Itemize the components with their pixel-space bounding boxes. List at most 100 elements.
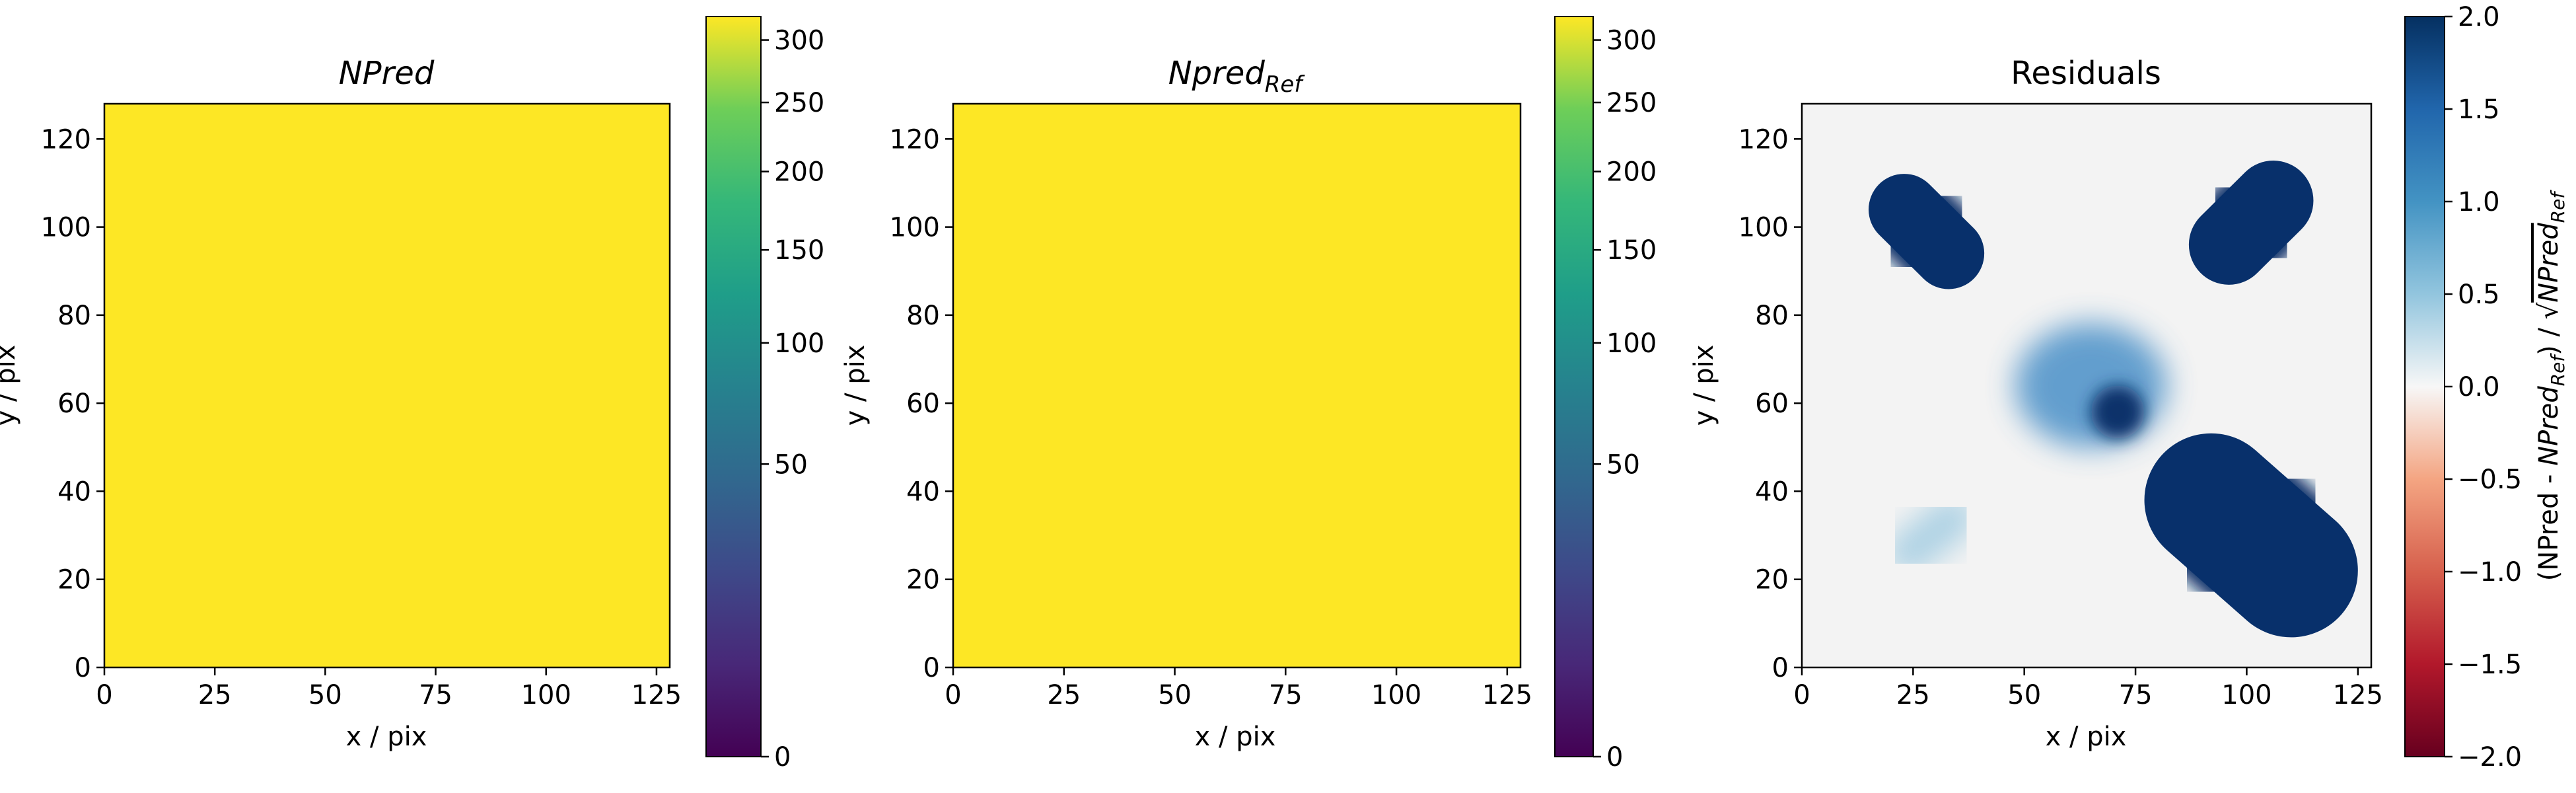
x-tick-label: 100 — [1371, 680, 1421, 710]
y-tick-label: 80 — [1755, 301, 1789, 331]
x-tick-label: 100 — [521, 680, 571, 710]
npred-ref-ylabel: y / pix — [840, 345, 871, 426]
npred-ref-colorbar-ticks: 0 50 100 150 200 250 300 — [1593, 26, 1657, 773]
colorbar-tick-label: −1.5 — [2458, 650, 2522, 680]
y-tick-label: 120 — [41, 124, 91, 155]
colorbar-tick-label: −1.0 — [2458, 557, 2522, 587]
colorbar-tick-label: 150 — [1606, 235, 1657, 266]
colorbar-tick-label: −0.5 — [2458, 465, 2522, 495]
residual-blob-5 — [1886, 495, 1976, 576]
colorbar-tick-label: 2.0 — [2458, 2, 2500, 32]
panel-npred-ref: NpredRef 0 25 50 75 100 125 0 20 40 60 80 100 120 x… — [840, 16, 1657, 773]
x-tick-label: 0 — [945, 680, 961, 710]
colorbar-tick-label: 50 — [774, 449, 808, 480]
residuals-colorbar-label: (NPred - NPredRef) / √NPredRef — [2534, 190, 2569, 582]
npred-ref-title-main: Npred — [1168, 55, 1266, 92]
x-tick-label: 25 — [1896, 680, 1930, 710]
npred-colorbar — [705, 16, 762, 757]
y-tick-label: 40 — [1755, 476, 1789, 507]
x-tick-label: 0 — [1793, 680, 1810, 710]
npred-ref-xlabel: x / pix — [1195, 722, 1276, 752]
residual-blob-core-2 — [2144, 433, 2358, 638]
y-tick-label: 20 — [906, 565, 940, 595]
colorbar-tick-label: 150 — [774, 235, 824, 266]
colorbar-tick-label: 200 — [1606, 157, 1657, 188]
x-tick-label: 50 — [1158, 680, 1192, 710]
y-tick-label: 80 — [57, 301, 91, 331]
npred-ref-heatmap — [953, 104, 1521, 667]
x-tick-label: 50 — [308, 680, 342, 710]
residuals-features — [1859, 151, 2367, 646]
residual-blob-core-0 — [1869, 174, 1985, 289]
colorbar-tick-label: 0.0 — [2458, 372, 2500, 402]
x-tick-label: 75 — [419, 680, 452, 710]
colorbar-tick-label: 1.0 — [2458, 187, 2500, 217]
colorbar-tick-label: 100 — [1606, 328, 1657, 359]
colorbar-tick-label: 50 — [1606, 449, 1640, 480]
npred-ref-plot-frame — [952, 102, 1522, 669]
colorbar-tick-label: 0 — [774, 742, 791, 773]
y-tick-label: 60 — [57, 389, 91, 419]
colorbar-tick-label: −2.0 — [2458, 742, 2522, 773]
x-tick-label: 125 — [1482, 680, 1532, 710]
y-tick-label: 100 — [1738, 213, 1789, 243]
npred-x-axis: 0 25 50 75 100 125 — [96, 667, 682, 710]
y-tick-label: 0 — [75, 653, 91, 683]
x-tick-label: 0 — [96, 680, 112, 710]
npred-ref-y-axis: 0 20 40 60 80 100 120 — [890, 124, 953, 683]
npred-y-axis: 0 20 40 60 80 100 120 — [41, 124, 104, 683]
residuals-xlabel: x / pix — [2046, 722, 2127, 752]
x-tick-label: 75 — [2119, 680, 2153, 710]
panel-residuals: Residuals 0 25 50 75 100 125 020406080100120 … — [1689, 2, 2569, 773]
x-tick-label: 50 — [2007, 680, 2041, 710]
y-tick-label: 120 — [890, 124, 940, 155]
y-tick-label: 60 — [1755, 389, 1789, 419]
colorbar-tick-label: 300 — [1606, 26, 1657, 56]
y-tick-label: 100 — [890, 213, 940, 243]
residual-blob-core-1 — [2188, 160, 2314, 285]
cb-label-part-2: NPred — [2534, 386, 2564, 466]
npred-plot-frame — [103, 102, 671, 669]
residuals-colorbar — [2404, 16, 2445, 757]
cb-label-part-6: Ref — [2547, 190, 2569, 223]
cb-label-part-1: (NPred - — [2534, 466, 2564, 581]
y-tick-label: 0 — [923, 653, 940, 683]
panel-npred-title: NPred — [339, 55, 435, 92]
y-tick-label: 40 — [57, 476, 91, 507]
colorbar-tick-label: 200 — [774, 157, 824, 188]
colorbar-tick-label: 100 — [774, 328, 824, 359]
x-tick-label: 25 — [1047, 680, 1081, 710]
colorbar-tick-label: 250 — [774, 88, 824, 118]
y-tick-label: 60 — [906, 389, 940, 419]
npred-ylabel: y / pix — [0, 345, 21, 426]
cb-label-part-3: Ref — [2547, 353, 2569, 387]
x-tick-label: 100 — [2221, 680, 2272, 710]
residuals-ylabel: y / pix — [1689, 345, 1719, 426]
x-tick-label: 75 — [1269, 680, 1303, 710]
npred-ref-x-axis: 0 25 50 75 100 125 — [945, 667, 1532, 710]
panel-residuals-title: Residuals — [2011, 55, 2161, 92]
panel-npred-ref-title: NpredRef — [1168, 55, 1306, 98]
residuals-plot-frame — [1801, 102, 2373, 669]
y-tick-label: 20 — [57, 565, 91, 595]
y-tick-label: 0 — [1772, 653, 1789, 683]
x-tick-label: 125 — [631, 680, 682, 710]
residuals-y-axis: 0 20 40 60 80 100 120 — [1738, 124, 1802, 683]
npred-ref-colorbar — [1554, 16, 1594, 757]
y-tick-label: 80 — [906, 301, 940, 331]
y-tick-label: 120 — [1738, 124, 1789, 155]
residual-blob-4 — [2091, 385, 2145, 439]
colorbar-tick-label: 0.5 — [2458, 280, 2500, 310]
cb-label-part-4: ) / √ — [2534, 302, 2564, 356]
y-tick-label: 20 — [1755, 565, 1789, 595]
residuals-colorbar-ticks: −2.0 −1.5 −1.0 −0.5 0.0 0.5 1.0 1.5 2.0 — [2445, 2, 2522, 773]
npred-ref-title-sub: Ref — [1265, 71, 1306, 98]
colorbar-tick-label: 0 — [1606, 742, 1623, 773]
residual-blob-3 — [2015, 323, 2167, 448]
y-tick-label: 100 — [41, 213, 91, 243]
npred-xlabel: x / pix — [346, 722, 427, 752]
colorbar-tick-label: 1.5 — [2458, 94, 2500, 125]
colorbar-tick-label: 300 — [774, 26, 824, 56]
residuals-x-axis: 0 25 50 75 100 125 — [1793, 667, 2383, 710]
